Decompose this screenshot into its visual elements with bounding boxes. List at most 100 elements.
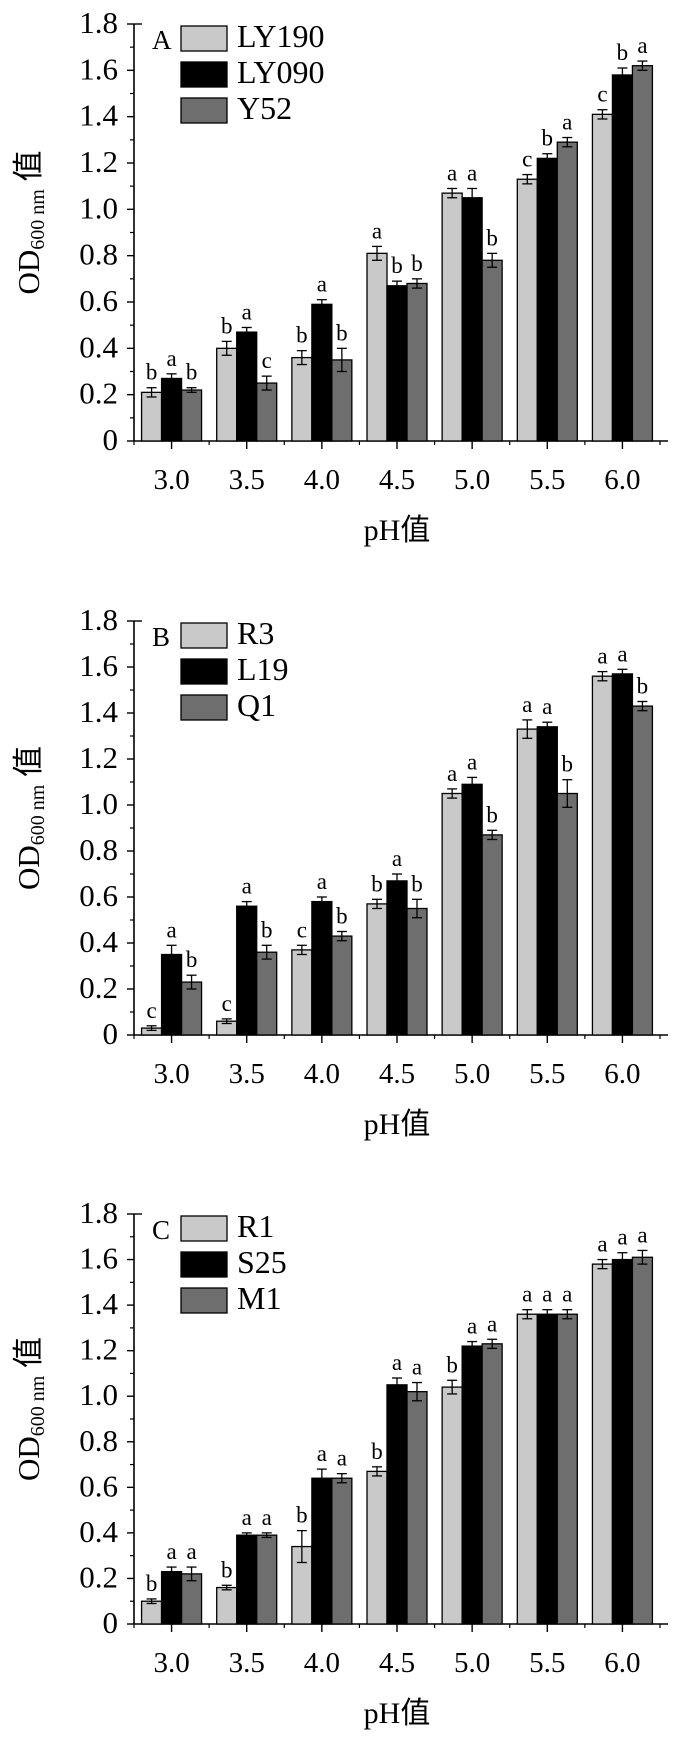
- svg-text:b: b: [542, 126, 554, 151]
- svg-text:1.4: 1.4: [79, 98, 118, 133]
- svg-text:5.0: 5.0: [454, 1058, 490, 1090]
- svg-text:c: c: [522, 147, 532, 172]
- svg-text:b: b: [617, 40, 629, 65]
- svg-text:0.2: 0.2: [79, 376, 118, 411]
- svg-text:a: a: [372, 218, 382, 243]
- svg-text:0: 0: [103, 1016, 119, 1051]
- svg-text:5.0: 5.0: [454, 464, 490, 496]
- svg-text:b: b: [411, 251, 423, 276]
- svg-text:a: a: [242, 299, 252, 324]
- svg-text:c: c: [597, 82, 607, 107]
- svg-text:b: b: [411, 871, 423, 896]
- svg-text:0.2: 0.2: [79, 970, 118, 1005]
- svg-text:1.0: 1.0: [79, 190, 118, 225]
- svg-text:0.2: 0.2: [79, 1559, 118, 1594]
- svg-text:b: b: [221, 1557, 233, 1582]
- svg-text:b: b: [336, 320, 348, 345]
- svg-text:b: b: [371, 871, 383, 896]
- svg-text:A: A: [152, 25, 172, 55]
- svg-text:b: b: [146, 1571, 158, 1596]
- svg-text:a: a: [562, 1282, 572, 1307]
- svg-text:5.5: 5.5: [529, 1058, 565, 1090]
- svg-text:5.0: 5.0: [454, 1647, 490, 1679]
- svg-text:0: 0: [103, 1605, 119, 1640]
- svg-text:b: b: [261, 917, 273, 942]
- svg-text:3.5: 3.5: [229, 464, 265, 496]
- svg-text:b: b: [637, 674, 649, 699]
- svg-text:B: B: [152, 622, 170, 652]
- svg-text:a: a: [412, 1355, 422, 1380]
- svg-text:0.4: 0.4: [79, 1514, 118, 1549]
- svg-text:b: b: [186, 360, 198, 385]
- svg-text:c: c: [146, 998, 156, 1023]
- svg-text:b: b: [371, 1439, 383, 1464]
- svg-text:1.6: 1.6: [79, 648, 118, 683]
- svg-text:1.6: 1.6: [79, 51, 118, 86]
- svg-text:a: a: [637, 1222, 647, 1247]
- svg-text:1.0: 1.0: [79, 1377, 118, 1412]
- svg-text:a: a: [242, 1505, 252, 1530]
- svg-text:a: a: [166, 917, 176, 942]
- svg-text:c: c: [262, 348, 272, 373]
- svg-text:Q1: Q1: [237, 687, 276, 723]
- svg-text:3.5: 3.5: [229, 1647, 265, 1679]
- svg-text:1.4: 1.4: [79, 1286, 118, 1321]
- svg-text:0.6: 0.6: [79, 1468, 118, 1503]
- svg-text:3.0: 3.0: [153, 1647, 189, 1679]
- svg-text:c: c: [222, 991, 232, 1016]
- svg-text:a: a: [166, 346, 176, 371]
- svg-text:a: a: [317, 1441, 327, 1466]
- svg-text:a: a: [337, 1446, 347, 1471]
- svg-text:OD600 nm 值: OD600 nm 值: [11, 1337, 49, 1481]
- svg-text:L19: L19: [237, 651, 289, 687]
- svg-text:0.4: 0.4: [79, 924, 118, 959]
- svg-text:b: b: [186, 947, 198, 972]
- svg-text:1.8: 1.8: [79, 5, 118, 40]
- svg-text:0: 0: [103, 422, 119, 457]
- svg-text:a: a: [487, 1311, 497, 1336]
- svg-text:b: b: [446, 1352, 458, 1377]
- svg-text:a: a: [522, 692, 532, 717]
- svg-text:0.6: 0.6: [79, 878, 118, 913]
- svg-text:a: a: [447, 160, 457, 185]
- svg-text:b: b: [486, 225, 498, 250]
- svg-text:a: a: [317, 272, 327, 297]
- svg-text:pH值: pH值: [364, 1697, 431, 1730]
- svg-text:b: b: [296, 323, 308, 348]
- svg-text:1.0: 1.0: [79, 786, 118, 821]
- svg-text:1.2: 1.2: [79, 740, 118, 775]
- svg-text:6.0: 6.0: [604, 1058, 640, 1090]
- svg-text:4.0: 4.0: [304, 1058, 340, 1090]
- svg-text:a: a: [447, 761, 457, 786]
- svg-text:Y52: Y52: [237, 90, 292, 126]
- svg-text:a: a: [597, 644, 607, 669]
- svg-text:b: b: [391, 253, 403, 278]
- svg-text:b: b: [562, 752, 574, 777]
- svg-text:b: b: [146, 360, 158, 385]
- svg-text:pH值: pH值: [364, 1108, 431, 1141]
- svg-text:a: a: [317, 869, 327, 894]
- svg-text:4.0: 4.0: [304, 1647, 340, 1679]
- svg-text:a: a: [617, 641, 627, 666]
- svg-text:R1: R1: [237, 1208, 274, 1244]
- svg-text:a: a: [542, 1282, 552, 1307]
- svg-text:6.0: 6.0: [604, 1647, 640, 1679]
- svg-text:a: a: [467, 160, 477, 185]
- svg-text:1.2: 1.2: [79, 144, 118, 179]
- svg-text:6.0: 6.0: [604, 464, 640, 496]
- svg-text:LY190: LY190: [237, 18, 324, 54]
- svg-text:b: b: [221, 313, 233, 338]
- svg-text:1.2: 1.2: [79, 1332, 118, 1367]
- svg-text:a: a: [637, 33, 647, 58]
- svg-text:a: a: [392, 846, 402, 871]
- svg-text:a: a: [522, 1282, 532, 1307]
- svg-text:M1: M1: [237, 1280, 281, 1316]
- svg-text:1.8: 1.8: [79, 1195, 118, 1230]
- svg-text:pH值: pH值: [364, 514, 431, 547]
- svg-text:S25: S25: [237, 1244, 287, 1280]
- svg-text:4.5: 4.5: [379, 464, 415, 496]
- svg-text:OD600 nm 值: OD600 nm 值: [11, 150, 49, 294]
- svg-text:1.4: 1.4: [79, 694, 118, 729]
- svg-text:1.8: 1.8: [79, 602, 118, 637]
- svg-text:R3: R3: [237, 615, 274, 651]
